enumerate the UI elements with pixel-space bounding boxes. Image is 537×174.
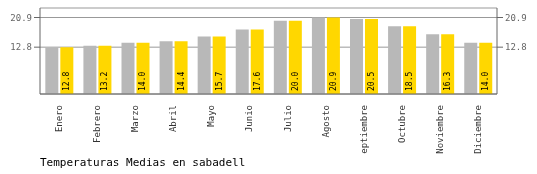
svg-text:Octubre: Octubre <box>397 105 407 143</box>
svg-text:Julio: Julio <box>283 105 293 132</box>
svg-text:18.5: 18.5 <box>405 72 414 91</box>
svg-text:12.8: 12.8 <box>505 42 527 52</box>
svg-text:12.8: 12.8 <box>62 72 71 91</box>
svg-text:16.3: 16.3 <box>443 72 452 91</box>
svg-text:13.2: 13.2 <box>100 72 109 91</box>
svg-text:20.5: 20.5 <box>367 72 376 91</box>
svg-text:14.0: 14.0 <box>481 72 490 91</box>
svg-text:14.4: 14.4 <box>177 72 186 91</box>
svg-text:Abril: Abril <box>168 105 178 132</box>
svg-text:Noviembre: Noviembre <box>435 105 445 154</box>
svg-text:20.0: 20.0 <box>291 72 300 91</box>
svg-text:Diciembre: Diciembre <box>473 105 483 154</box>
svg-text:Marzo: Marzo <box>130 105 140 132</box>
svg-text:Septiembre: Septiembre <box>359 105 369 154</box>
svg-text:20.9: 20.9 <box>329 72 338 91</box>
svg-text:20.9: 20.9 <box>505 13 527 23</box>
svg-text:12.8: 12.8 <box>10 42 32 52</box>
svg-text:20.9: 20.9 <box>10 13 32 23</box>
svg-text:Agosto: Agosto <box>321 105 331 138</box>
svg-text:Mayo: Mayo <box>206 105 216 127</box>
svg-text:Febrero: Febrero <box>92 105 102 143</box>
svg-text:14.0: 14.0 <box>138 72 147 91</box>
svg-text:15.7: 15.7 <box>215 72 224 91</box>
html-text:Temperaturas Medias en sabadel: Temperaturas Medias en sabadell <box>40 156 246 169</box>
svg-text:Enero: Enero <box>54 105 64 132</box>
svg-text:Junio: Junio <box>244 105 254 132</box>
svg-text:17.6: 17.6 <box>253 72 262 91</box>
